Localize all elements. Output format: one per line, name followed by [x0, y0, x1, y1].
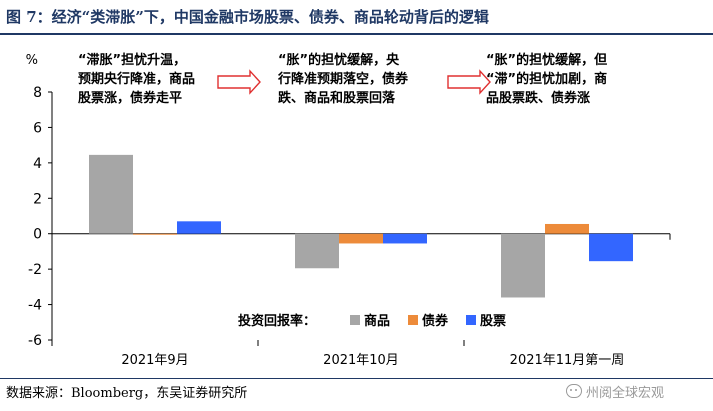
source-note: 数据来源：Bloomberg，东吴证券研究所 — [6, 386, 248, 401]
annotation-3: “胀”的担忧缓解，但 “滞”的担忧加剧，商品股票跌、债券涨 — [486, 52, 607, 106]
chart-legend: 投资回报率： 商品 债券 股票 — [238, 313, 506, 329]
y-tick-label: -2 — [28, 262, 42, 278]
bar-商品-2 — [295, 233, 339, 269]
annotation-line: 品股票跌、债券涨 — [486, 90, 590, 106]
legend-label-股票: 股票 — [480, 313, 506, 329]
bar-商品-3 — [501, 233, 545, 298]
chart-axes: % -6 -4 -2 0 2 4 6 8 2021年9月 2021年10月 2021年11月第一周 — [26, 53, 671, 368]
footer-divider — [0, 378, 713, 379]
y-tick-label: 6 — [33, 120, 42, 136]
chart-annotations: “滞胀”担忧升温， 预期央行降准，商品股票涨，债券走平 “胀”的担忧缓解，央行降准预… — [78, 52, 607, 106]
legend-label-债券: 债券 — [422, 313, 449, 329]
bar-股票-1 — [177, 221, 221, 234]
bar-债券-1 — [133, 233, 177, 235]
figure-title: 图 7：经济“类滞胀”下，中国金融市场股票、债券、商品轮动背后的逻辑 — [6, 8, 489, 26]
bar-chart: % -6 -4 -2 0 2 4 6 8 2021年9月 2021年10月 2021年11月第一周 “… — [26, 52, 671, 368]
annotation-1: “滞胀”担忧升温， 预期央行降准，商品股票涨，债券走平 — [78, 52, 195, 106]
y-tick-label: 0 — [33, 227, 42, 243]
x-category-label: 2021年11月第一周 — [510, 353, 625, 368]
legend-label-商品: 商品 — [364, 313, 390, 329]
watermark-label: 州阅全球宏观 — [586, 385, 665, 401]
y-tick-label: -6 — [28, 333, 42, 349]
x-category-label: 2021年10月 — [323, 353, 399, 368]
y-tick-label: -4 — [28, 298, 42, 314]
bar-股票-2 — [383, 233, 427, 244]
y-tick-label: 2 — [33, 191, 42, 207]
annotation-line: 股票涨，债券走平 — [78, 90, 182, 106]
bar-商品-1 — [89, 154, 133, 234]
y-axis-unit-label: % — [26, 53, 38, 68]
legend-swatch-股票 — [466, 315, 476, 325]
y-tick-label: 8 — [33, 85, 42, 101]
annotation-line: “滞胀”担忧升温， — [78, 52, 186, 68]
annotation-line: 跌、商品和股票回落 — [278, 90, 396, 106]
legend-swatch-债券 — [408, 315, 418, 325]
arrow-right-icon — [217, 69, 261, 95]
y-tick-label: 4 — [33, 156, 42, 172]
wechat-icon — [566, 384, 582, 398]
arrow-right-icon — [447, 69, 491, 95]
annotation-line: 预期央行降准，商品 — [78, 71, 195, 87]
x-category-label: 2021年9月 — [121, 353, 188, 368]
chart-bars — [89, 154, 633, 298]
legend-title: 投资回报率： — [238, 313, 316, 329]
annotation-2: “胀”的担忧缓解，央行降准预期落空，债券跌、商品和股票回落 — [277, 52, 409, 106]
legend-swatch-商品 — [350, 315, 360, 325]
bar-股票-3 — [589, 233, 633, 262]
annotation-line: “胀”的担忧缓解，央 — [278, 52, 400, 68]
title-divider — [0, 33, 713, 35]
bar-债券-3 — [545, 223, 589, 234]
watermark: 州阅全球宏观 — [566, 380, 664, 402]
annotation-line: “胀”的担忧缓解，但 — [486, 52, 607, 68]
annotation-line: 行降准预期落空，债券 — [277, 71, 409, 87]
annotation-line: “滞”的担忧加剧，商 — [486, 71, 607, 87]
bar-债券-2 — [339, 233, 383, 244]
